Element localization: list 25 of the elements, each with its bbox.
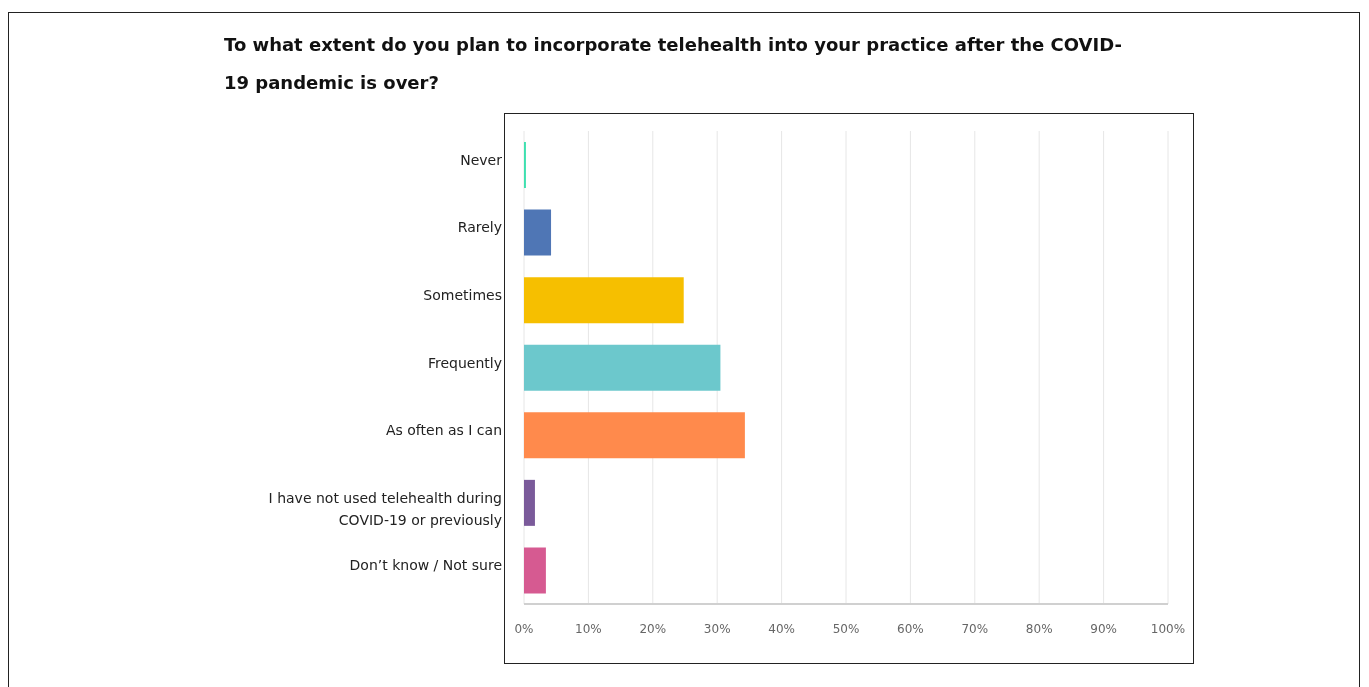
x-tick-label: 0% xyxy=(514,621,534,636)
chart-title: To what extent do you plan to incorporate telehealth into your practice after the COVID-19 pandemic is over? xyxy=(224,33,1123,95)
x-tick-label: 20% xyxy=(639,621,667,636)
y-tick-label: Don’t know / Not sure xyxy=(349,557,502,574)
y-tick-label: Frequently xyxy=(427,354,502,371)
x-tick-label: 100% xyxy=(1150,621,1186,636)
bar xyxy=(524,209,552,256)
x-tick-label: 60% xyxy=(897,621,924,636)
y-tick-label: I have not used telehealth during COVID-19 or previously xyxy=(268,489,502,528)
x-tick-label: 40% xyxy=(768,621,795,636)
x-tick-label: 70% xyxy=(961,621,989,636)
bar xyxy=(524,412,745,459)
x-tick-label: 30% xyxy=(703,621,731,636)
y-tick-label: Sometimes xyxy=(423,286,502,303)
bar xyxy=(524,479,535,526)
x-tick-label: 80% xyxy=(1025,621,1053,636)
x-tick-label: 90% xyxy=(1090,621,1117,636)
y-tick-label: As often as I can xyxy=(385,422,502,439)
bar xyxy=(524,547,546,594)
x-tick-label: 10% xyxy=(575,621,602,636)
y-tick-label: Never xyxy=(460,151,503,168)
y-tick-label: Rarely xyxy=(457,219,502,236)
x-tick-label: 50% xyxy=(832,621,860,636)
bar xyxy=(524,344,721,391)
bar xyxy=(524,277,684,324)
